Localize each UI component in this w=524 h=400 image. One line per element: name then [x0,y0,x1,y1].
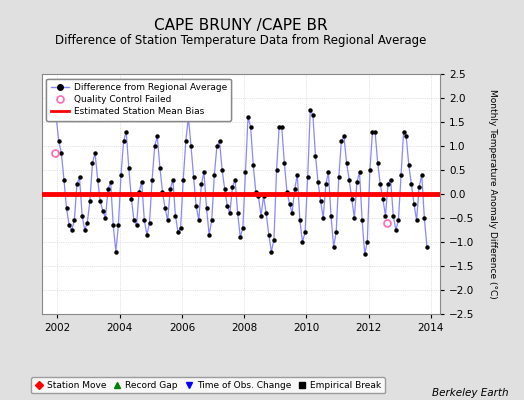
Legend: Station Move, Record Gap, Time of Obs. Change, Empirical Break: Station Move, Record Gap, Time of Obs. C… [31,377,385,394]
Y-axis label: Monthly Temperature Anomaly Difference (°C): Monthly Temperature Anomaly Difference (… [488,89,497,299]
Legend: Difference from Regional Average, Quality Control Failed, Estimated Station Mean: Difference from Regional Average, Qualit… [47,78,231,121]
Text: Berkeley Earth: Berkeley Earth [432,388,508,398]
Text: Difference of Station Temperature Data from Regional Average: Difference of Station Temperature Data f… [56,34,427,47]
Text: CAPE BRUNY /CAPE BR: CAPE BRUNY /CAPE BR [154,18,328,33]
